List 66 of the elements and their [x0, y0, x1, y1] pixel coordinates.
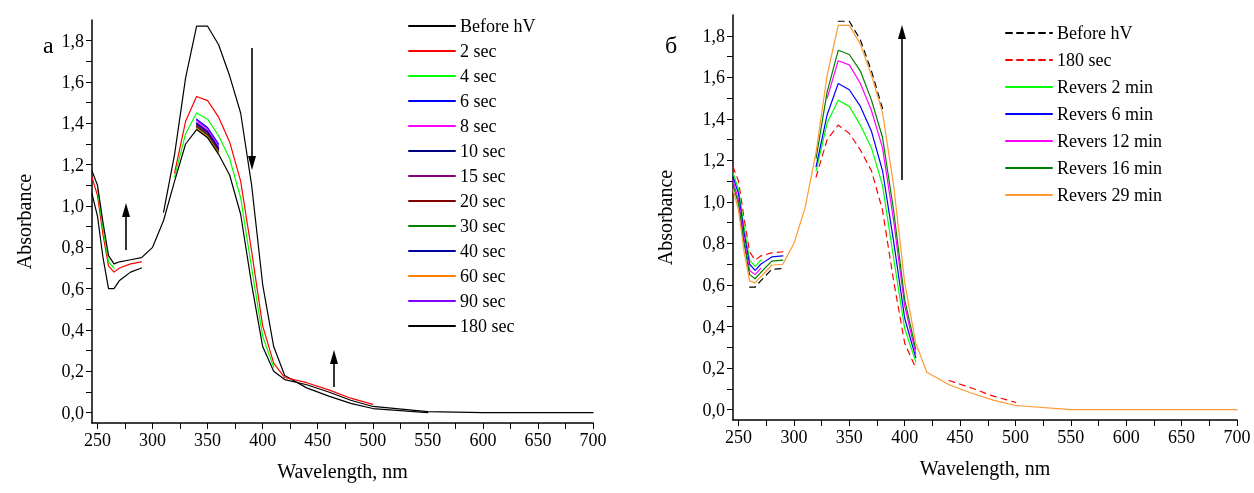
x-tick-label: 650: [1168, 427, 1196, 447]
y-tick-label: 1,8: [702, 25, 725, 46]
y-tick-label: 0,6: [61, 278, 84, 299]
y-tick-label: 0,2: [702, 358, 725, 379]
x-axis-title: Wavelength, nm: [277, 460, 409, 483]
y-axis-title: Absorbance: [13, 173, 35, 270]
legend-label: 8 sec: [460, 116, 497, 136]
y-axis-title: Absorbance: [654, 169, 676, 266]
x-tick-label: 700: [1223, 427, 1251, 447]
legend-label: Before hV: [460, 16, 536, 36]
y-tick-label: 1,0: [61, 196, 84, 216]
y-tick-label: 0,0: [702, 399, 725, 420]
y-tick-label: 0,8: [702, 233, 725, 254]
y-tick-label: 1,2: [61, 154, 84, 175]
legend-label: 30 sec: [460, 216, 506, 236]
y-tick-label: 0,8: [61, 237, 84, 258]
legend-label: 2 sec: [460, 41, 497, 61]
y-tick-label: 0,4: [702, 316, 725, 337]
y-tick-label: 0,2: [61, 361, 84, 382]
x-tick-label: 250: [84, 430, 112, 450]
legend-label: 10 sec: [460, 141, 506, 161]
y-tick-label: 0,0: [61, 402, 84, 423]
legend-label: 40 sec: [460, 241, 506, 261]
x-tick-label: 350: [835, 427, 863, 447]
y-tick-label: 1,6: [61, 72, 84, 92]
legend-label: 60 sec: [460, 266, 506, 286]
x-tick-label: 700: [579, 430, 607, 450]
y-tick-label: 1,8: [61, 30, 84, 51]
y-tick-label: 1,2: [702, 150, 725, 171]
legend-label: 6 sec: [460, 91, 497, 111]
x-tick-label: 400: [891, 427, 919, 447]
x-tick-label: 300: [780, 427, 808, 447]
x-tick-label: 650: [524, 430, 552, 450]
legend-label: Revers 16 min: [1057, 158, 1162, 178]
x-tick-label: 600: [469, 430, 497, 450]
x-tick-label: 500: [1001, 427, 1029, 447]
x-tick-label: 500: [359, 430, 387, 450]
x-tick-label: 300: [139, 430, 167, 450]
x-tick-label: 450: [304, 430, 332, 450]
x-tick-label: 350: [194, 430, 222, 450]
legend-label: 20 sec: [460, 191, 506, 211]
legend-label: Revers 12 min: [1057, 131, 1162, 151]
x-tick-label: 250: [725, 427, 753, 447]
y-tick-label: 0,6: [702, 275, 725, 295]
x-tick-label: 400: [249, 430, 277, 450]
x-tick-label: 600: [1112, 427, 1140, 447]
legend-label: Revers 6 min: [1057, 104, 1153, 124]
y-tick-label: 1,0: [702, 191, 725, 212]
x-tick-label: 550: [414, 430, 442, 450]
legend-label: Revers 2 min: [1057, 77, 1153, 97]
x-axis-title: Wavelength, nm: [919, 457, 1051, 480]
y-tick-label: 0,4: [61, 320, 84, 340]
x-tick-label: 550: [1057, 427, 1085, 447]
y-tick-label: 1,4: [702, 108, 725, 129]
legend-label: 15 sec: [460, 166, 506, 186]
text: б: [665, 32, 678, 58]
legend-label: 180 sec: [1057, 50, 1112, 70]
legend-label: 4 sec: [460, 66, 497, 86]
x-tick-label: 450: [946, 427, 974, 447]
legend-label: Before hV: [1057, 23, 1133, 43]
legend-label: Revers 29 min: [1057, 185, 1162, 205]
text: а: [43, 32, 54, 58]
y-tick-label: 1,6: [702, 67, 725, 88]
y-tick-label: 1,4: [61, 113, 84, 134]
legend-label: 90 sec: [460, 291, 506, 311]
legend-label: 180 sec: [460, 316, 515, 336]
